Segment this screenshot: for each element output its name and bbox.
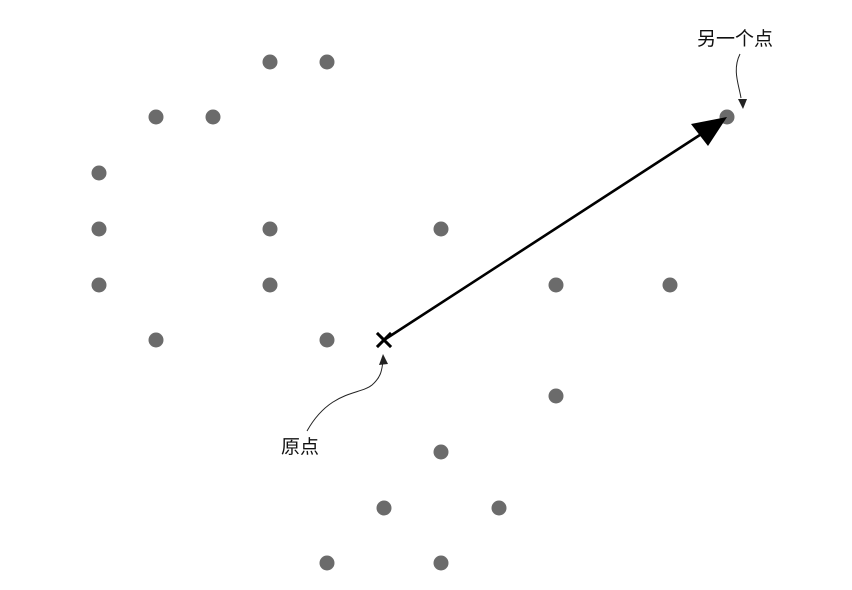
point-dot — [206, 110, 221, 125]
point-dot — [92, 222, 107, 237]
point-dot — [434, 556, 449, 571]
point-dot — [263, 55, 278, 70]
other-point-label: 另一个点 — [697, 28, 773, 50]
point-dot — [263, 222, 278, 237]
point-dot — [549, 278, 564, 293]
point-dot — [263, 278, 278, 293]
point-dot — [320, 55, 335, 70]
point-dot — [149, 333, 164, 348]
point-dot — [434, 222, 449, 237]
point-dot — [320, 333, 335, 348]
vector-shaft — [384, 131, 706, 340]
point-dot — [492, 501, 507, 516]
point-dot — [149, 110, 164, 125]
point-dot — [377, 501, 392, 516]
point-dot — [549, 389, 564, 404]
origin-cross-marker — [378, 334, 390, 346]
other-point-pointer-line — [736, 54, 741, 98]
origin-pointer-head — [379, 354, 388, 365]
point-dot — [434, 445, 449, 460]
point-cloud — [92, 55, 735, 571]
vector-arrowhead — [691, 117, 727, 146]
other-point-pointer-head — [738, 99, 747, 109]
point-dot — [663, 278, 678, 293]
origin-label: 原点 — [281, 436, 319, 458]
origin-pointer-line — [307, 360, 383, 431]
point-dot — [320, 556, 335, 571]
point-dot — [92, 278, 107, 293]
point-dot — [92, 166, 107, 181]
